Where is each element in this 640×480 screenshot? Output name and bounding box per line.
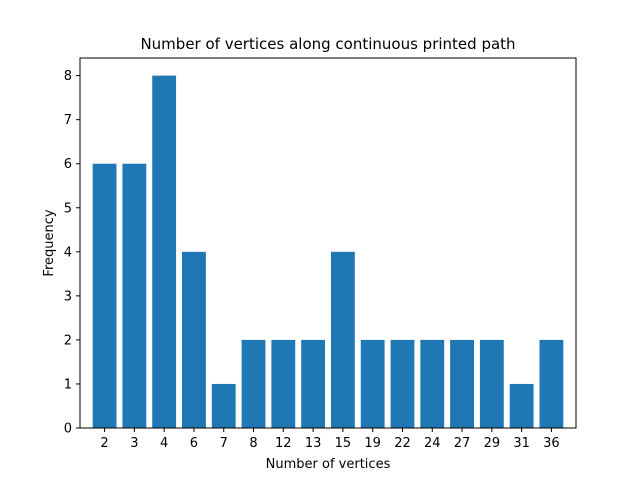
bar-31: [509, 383, 534, 428]
x-tick-label: 8: [249, 436, 257, 451]
y-axis-label: Frequency: [42, 209, 57, 276]
y-axis-ticks: 0 1 2 3 4 5 6 7 8: [64, 69, 80, 437]
chart-title: Number of vertices along continuous prin…: [140, 35, 515, 53]
y-tick-label: 7: [64, 113, 72, 128]
y-tick-label: 5: [64, 201, 72, 216]
x-tick-label: 7: [220, 436, 228, 451]
x-tick-label: 27: [454, 436, 471, 451]
bar-29: [479, 339, 504, 428]
bar-12: [271, 339, 296, 428]
x-tick-label: 4: [160, 436, 168, 451]
x-tick-label: 29: [484, 436, 501, 451]
bar-24: [420, 339, 445, 428]
bar-15: [330, 251, 355, 428]
x-tick-label: 15: [335, 436, 352, 451]
plot-frame: [79, 57, 577, 429]
x-tick-label: 2: [100, 436, 108, 451]
y-tick-label: 1: [64, 377, 72, 392]
x-axis-ticks: 2 3 4 6 7 8 12 13 15 19 22 24 27 29 31 36: [100, 428, 560, 451]
x-tick-label: 22: [394, 436, 411, 451]
x-tick-label: 19: [364, 436, 381, 451]
x-tick-label: 24: [424, 436, 441, 451]
x-tick-label: 3: [130, 436, 138, 451]
y-tick-label: 4: [64, 245, 72, 260]
x-axis-label: Number of vertices: [266, 457, 391, 472]
bar-13: [301, 339, 326, 428]
bars-group: [92, 75, 564, 428]
bar-27: [450, 339, 474, 428]
bar-22: [390, 339, 415, 428]
y-tick-label: 3: [64, 289, 72, 304]
x-tick-label: 13: [305, 436, 322, 451]
bar-6: [182, 251, 206, 428]
y-tick-label: 6: [64, 157, 72, 172]
y-tick-label: 8: [64, 69, 72, 84]
bar-36: [539, 339, 564, 428]
x-tick-label: 31: [513, 436, 530, 451]
bar-3: [122, 163, 147, 428]
x-tick-label: 6: [190, 436, 198, 451]
y-tick-label: 2: [64, 333, 72, 348]
bar-19: [360, 339, 385, 428]
bar-2: [92, 163, 117, 428]
x-tick-label: 36: [543, 436, 560, 451]
bar-7: [211, 383, 236, 428]
bar-4: [152, 75, 177, 428]
x-tick-label: 12: [275, 436, 292, 451]
y-tick-label: 0: [64, 422, 72, 437]
bar-8: [241, 339, 266, 428]
